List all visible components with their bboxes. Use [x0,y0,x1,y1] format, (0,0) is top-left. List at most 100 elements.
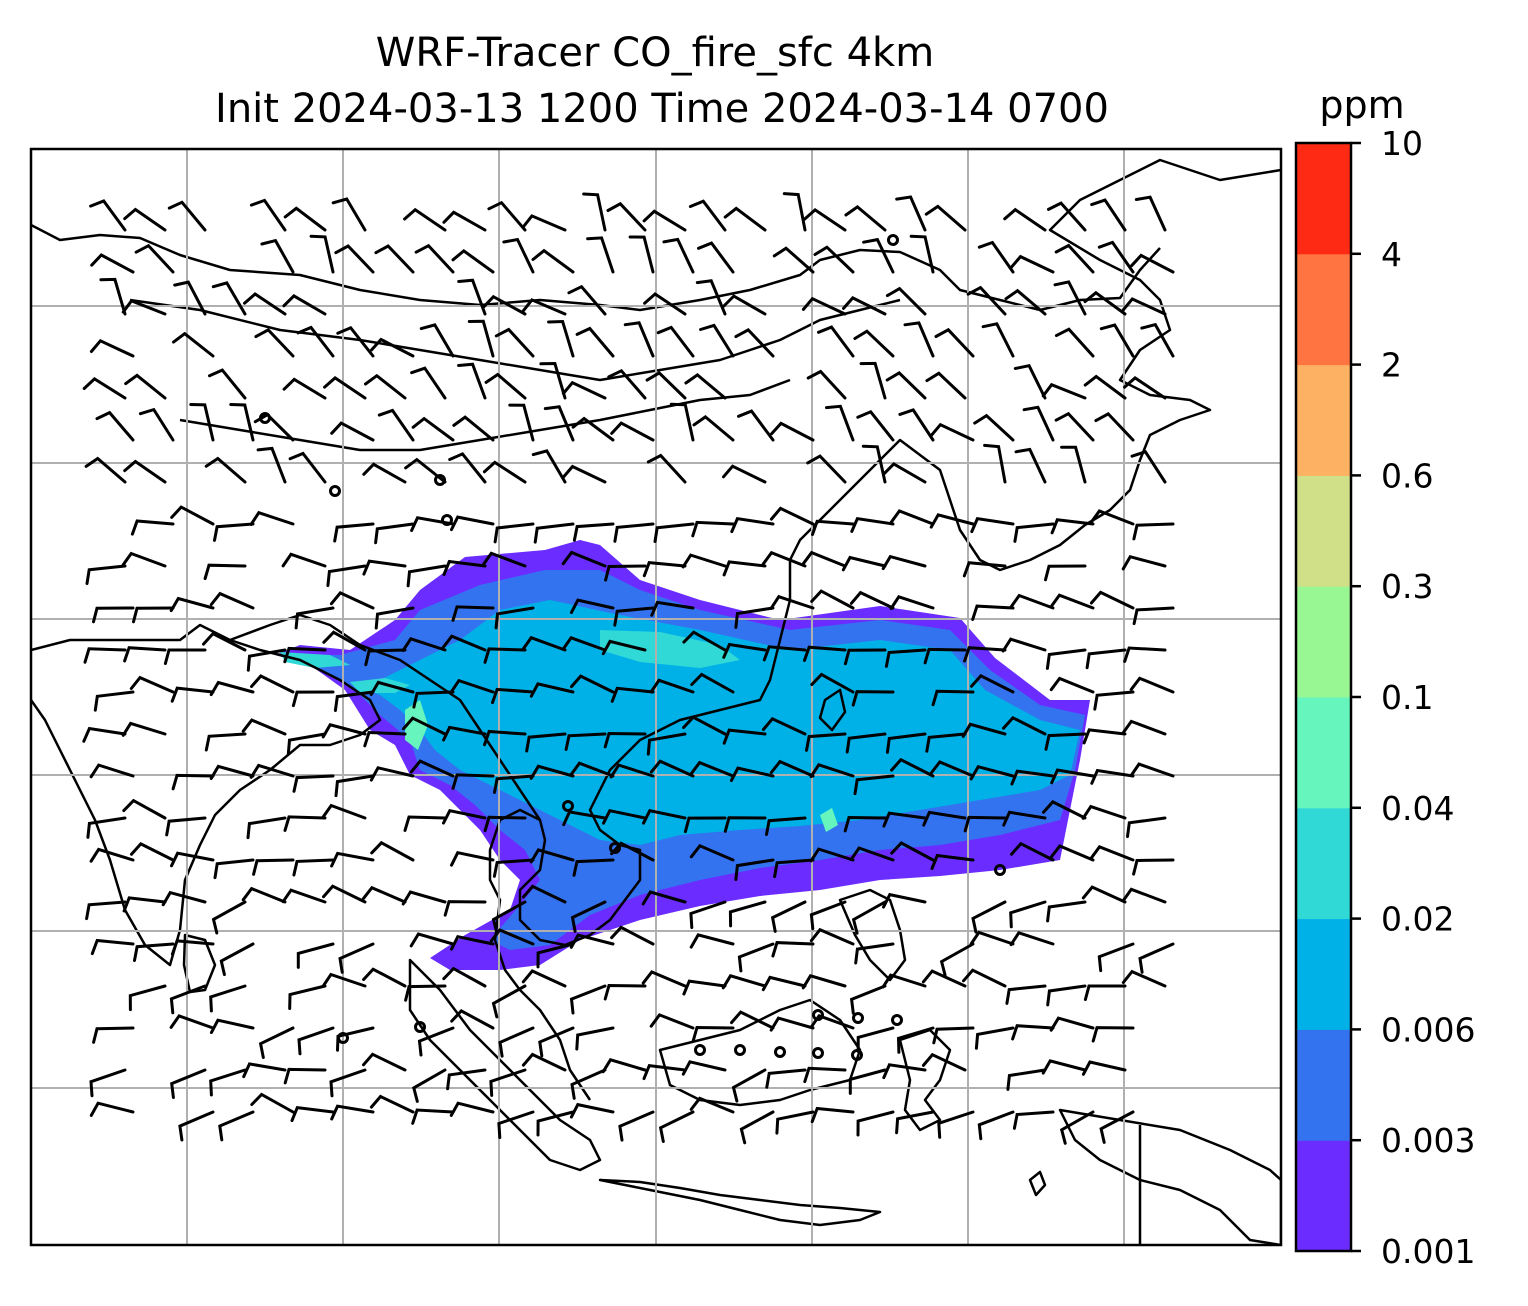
wind-barb [772,246,815,274]
plume-level-5b [820,808,838,832]
wind-barb [292,774,335,793]
wind-barb [1130,253,1175,274]
wind-barb [571,416,615,442]
wind-barb [924,204,967,232]
wind-barb [494,606,535,630]
wind-barb [521,298,567,316]
wind-barb [931,689,975,707]
wind-barb [169,1014,215,1030]
wind-barb [364,373,407,400]
wind-barb [172,331,215,358]
colorbar-tick-label: 0.006 [1381,1010,1475,1049]
wind-barb [123,207,167,232]
wind-barb [336,325,375,358]
colorbar-swatch [1296,918,1351,1030]
wind-barb [90,253,135,274]
wind-barb [241,718,287,736]
wind-barb [362,559,407,576]
wind-barb [1132,522,1175,541]
wind-barb [493,774,535,794]
wind-barb [853,774,895,796]
wind-barb [970,517,1015,534]
wind-barb [805,732,847,752]
wind-barb [89,763,135,779]
wind-barb [610,841,655,862]
wind-barb [330,1104,375,1121]
wind-barb [909,234,935,274]
wind-barb [446,1068,487,1091]
wind-barb [330,421,375,442]
wind-barb [983,443,1007,484]
wind-barb [1047,201,1087,232]
wind-barb [889,509,935,526]
wind-barb [1002,715,1047,736]
coastline-taiwan [818,688,847,732]
wind-barb [851,900,887,935]
wind-barb [765,816,807,836]
wind-barb [493,522,535,544]
wind-barb [1130,450,1167,484]
wind-barb [170,851,215,868]
wind-barb [610,925,655,946]
wind-barb [606,201,647,232]
wind-barb [937,1110,975,1139]
wind-barb [171,773,215,791]
wind-barb [734,328,775,358]
wind-barb [178,1110,215,1142]
wind-barb [1009,254,1055,274]
wind-barb [329,591,375,610]
wind-barb [697,241,735,274]
wind-barb [570,674,615,694]
wind-barb [442,808,487,825]
wind-barb [451,605,495,622]
wind-barb [219,942,255,977]
wind-barb [770,421,815,442]
wind-barb [602,808,647,825]
wind-barb [688,199,727,232]
wind-barb [939,942,975,977]
wind-barb [922,810,967,827]
wind-barb [321,803,367,820]
wind-barb [723,206,767,232]
wind-barb [811,519,855,536]
wind-barb [730,1010,775,1030]
wind-barb [241,886,287,904]
coastline-sumatra [408,958,602,1172]
wind-barb [973,413,1015,442]
wind-barb [1099,323,1135,358]
wind-barb [610,421,655,442]
wind-barb [121,551,167,568]
wind-barb [810,589,855,610]
wind-barb [809,927,855,946]
wind-barb [722,642,767,659]
wind-barb [572,858,615,877]
wind-barb [204,456,247,484]
wind-barb [604,564,647,582]
wind-barb [896,1026,935,1054]
wind-barb [761,716,807,736]
wind-barb [601,1058,647,1074]
calm-wind-marker [441,514,453,526]
wind-barb [881,554,927,571]
wind-barb [769,594,815,610]
wind-barb [722,464,767,484]
wind-barb [417,1026,455,1057]
wind-barb [1049,593,1095,610]
wind-barb [1014,447,1047,484]
colorbar-tick-label: 0.02 [1381,900,1454,939]
wind-barb [881,973,927,989]
wind-barb [411,1108,455,1125]
wind-barb [290,1105,335,1123]
wind-barb [442,559,487,576]
wind-barb [856,409,895,442]
wind-barb [1054,411,1095,442]
wind-barb [165,816,207,837]
wind-barb [681,1060,727,1076]
wind-barbs [82,192,1175,1145]
wind-barb [374,522,415,545]
wind-barb [623,321,655,358]
wind-barb [134,243,175,274]
wind-barb [570,900,607,933]
wind-barb [1045,648,1087,670]
wind-barb [1094,412,1135,442]
